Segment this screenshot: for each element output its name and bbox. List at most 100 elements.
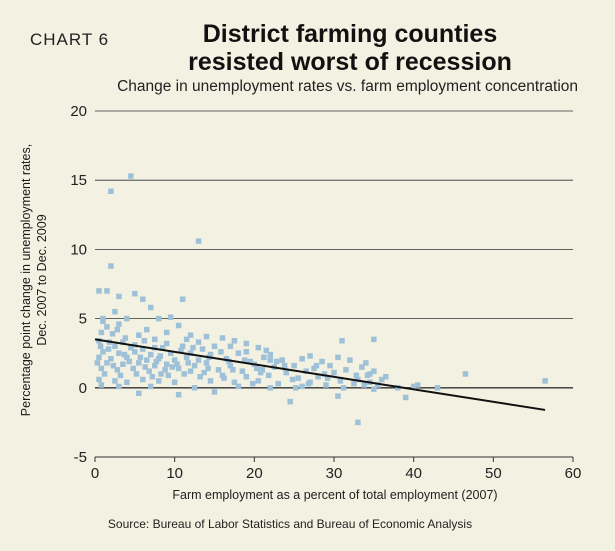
data-point — [187, 332, 194, 338]
y-tick-label: -5 — [74, 449, 87, 466]
data-point — [410, 383, 417, 390]
data-point — [116, 293, 122, 300]
data-point — [235, 383, 242, 390]
trend-line — [94, 338, 546, 411]
chart-title-line-2: resisted worst of recession — [188, 48, 512, 76]
data-point — [148, 383, 154, 390]
data-point — [199, 346, 206, 352]
data-point — [136, 390, 142, 397]
data-point — [221, 375, 227, 381]
x-tick-label: 20 — [246, 465, 263, 482]
data-point — [152, 362, 158, 369]
data-point — [339, 337, 345, 344]
data-point — [261, 354, 267, 361]
data-point — [230, 367, 236, 373]
data-point — [211, 343, 218, 350]
data-point — [203, 360, 210, 366]
data-point — [100, 315, 106, 322]
data-point — [323, 382, 329, 388]
data-point — [313, 362, 320, 369]
data-point — [257, 369, 264, 376]
source-note: Source: Bureau of Labor Statistics and B… — [107, 517, 473, 531]
data-point — [165, 372, 172, 379]
data-point — [187, 350, 194, 356]
data-point — [163, 361, 170, 368]
data-point — [116, 321, 122, 327]
data-point — [239, 368, 246, 374]
data-point — [159, 344, 166, 351]
data-point — [295, 375, 301, 381]
trend-layer — [94, 338, 546, 411]
data-point — [267, 351, 274, 358]
data-point — [137, 354, 144, 361]
data-point — [110, 362, 117, 369]
data-point — [267, 385, 274, 391]
data-point — [181, 371, 187, 377]
data-point — [273, 358, 280, 365]
data-point — [353, 372, 360, 379]
data-point — [175, 365, 182, 372]
data-point — [327, 362, 333, 369]
data-point — [201, 369, 207, 376]
data-point — [171, 379, 178, 386]
data-point — [185, 360, 191, 366]
data-point — [140, 296, 146, 302]
data-point — [299, 383, 305, 390]
data-point — [100, 349, 106, 355]
data-point — [195, 238, 202, 244]
y-tick-label: 5 — [79, 311, 87, 328]
data-point — [174, 361, 180, 368]
data-point — [215, 367, 222, 373]
data-point — [105, 346, 112, 352]
data-point — [249, 380, 256, 387]
data-point — [191, 362, 198, 369]
data-point — [242, 357, 248, 363]
data-point — [351, 380, 357, 387]
chart-title: District farming counties resisted worst… — [150, 20, 550, 76]
data-point — [136, 360, 142, 366]
data-point — [343, 367, 349, 373]
data-point — [128, 344, 134, 351]
data-point — [121, 351, 128, 358]
data-point — [141, 337, 148, 344]
data-point — [142, 364, 148, 370]
data-point — [116, 383, 122, 390]
data-point — [157, 353, 164, 359]
data-point — [169, 364, 176, 370]
data-point — [291, 362, 297, 369]
data-point — [108, 188, 114, 195]
data-point — [363, 360, 369, 366]
data-point — [175, 322, 182, 329]
data-point — [315, 373, 321, 380]
data-point — [335, 354, 341, 361]
data-point — [307, 353, 313, 359]
data-point — [179, 343, 186, 350]
data-point — [337, 378, 344, 384]
points-layer — [94, 173, 548, 426]
data-point — [219, 372, 226, 379]
y-tick-label: 0 — [79, 380, 87, 397]
data-point — [335, 393, 341, 399]
data-point — [124, 354, 130, 361]
data-point — [462, 371, 469, 377]
data-point — [414, 382, 421, 388]
data-point — [195, 357, 202, 363]
chart-title-line-1: District farming counties — [202, 20, 498, 48]
data-point — [140, 346, 146, 352]
data-point — [116, 350, 122, 356]
data-point — [361, 382, 368, 388]
data-point — [175, 391, 182, 398]
data-point — [162, 367, 168, 373]
data-point — [96, 376, 102, 383]
data-point — [287, 398, 293, 405]
x-tick-label: 40 — [405, 465, 422, 482]
y-tick-label: 15 — [70, 172, 87, 189]
data-point — [289, 376, 296, 383]
data-point — [109, 331, 116, 337]
data-point — [311, 365, 317, 372]
x-tick-label: 60 — [565, 465, 582, 482]
data-point — [347, 357, 353, 363]
data-point — [155, 378, 162, 384]
